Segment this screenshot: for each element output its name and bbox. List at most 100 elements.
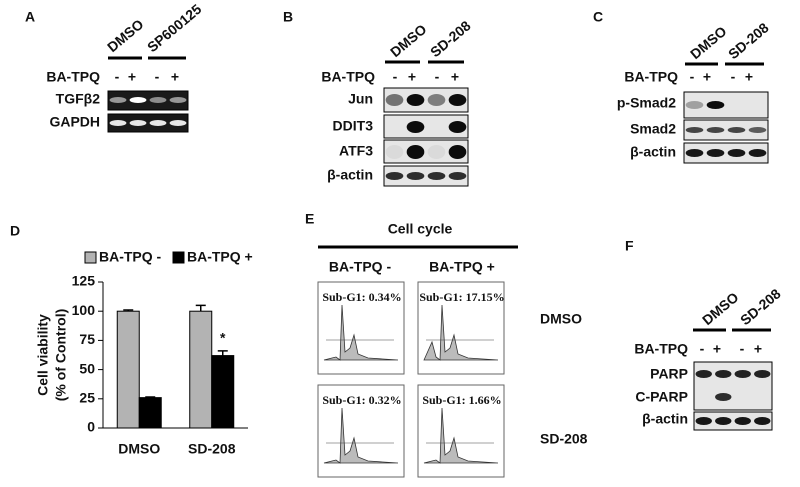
band bbox=[448, 121, 467, 133]
column-header: SD-208 bbox=[427, 17, 474, 60]
band bbox=[754, 417, 771, 425]
band bbox=[727, 149, 746, 157]
panel-label: B bbox=[283, 9, 293, 25]
band bbox=[695, 417, 712, 425]
row-label: GAPDH bbox=[49, 114, 100, 130]
band bbox=[406, 121, 425, 133]
treatment-sign: - bbox=[393, 69, 398, 85]
band bbox=[685, 149, 704, 157]
column-header: BA-TPQ - bbox=[329, 259, 392, 275]
y-axis-label: (% of Control) bbox=[53, 309, 69, 402]
band bbox=[385, 172, 404, 180]
band bbox=[427, 145, 446, 159]
sub-g1-label: Sub-G1: 0.34% bbox=[322, 290, 401, 304]
band bbox=[448, 94, 467, 106]
band bbox=[149, 97, 167, 103]
band bbox=[448, 145, 467, 159]
row-label: Smad2 bbox=[630, 121, 676, 137]
band bbox=[406, 145, 425, 159]
y-tick-label: 0 bbox=[87, 419, 95, 435]
y-tick-label: 25 bbox=[79, 390, 95, 406]
column-header: BA-TPQ + bbox=[429, 259, 495, 275]
histogram bbox=[423, 407, 499, 464]
treatment-label: BA-TPQ bbox=[624, 69, 678, 85]
row-label: SD-208 bbox=[540, 431, 588, 447]
band bbox=[129, 120, 147, 126]
histogram bbox=[423, 304, 499, 361]
bar bbox=[211, 355, 235, 429]
band bbox=[448, 172, 467, 180]
band bbox=[754, 370, 771, 378]
panel-label: F bbox=[625, 238, 634, 254]
legend-label: BA-TPQ - bbox=[99, 249, 162, 265]
band bbox=[406, 172, 425, 180]
treatment-sign: + bbox=[754, 341, 762, 357]
treatment-sign: + bbox=[713, 341, 721, 357]
band bbox=[685, 101, 704, 109]
y-axis-label: Cell viability bbox=[35, 314, 51, 396]
row-label: β-actin bbox=[630, 144, 676, 160]
row-label: DMSO bbox=[540, 311, 582, 327]
blot bbox=[683, 91, 769, 119]
treatment-sign: - bbox=[731, 69, 736, 85]
y-tick-label: 100 bbox=[72, 302, 96, 318]
band bbox=[715, 393, 732, 401]
band bbox=[427, 94, 446, 106]
band bbox=[748, 127, 767, 133]
band bbox=[427, 172, 446, 180]
band bbox=[695, 370, 712, 378]
blot bbox=[683, 119, 769, 141]
panel-label: A bbox=[25, 9, 35, 25]
error-bar bbox=[145, 396, 156, 398]
blot bbox=[693, 411, 773, 431]
histogram bbox=[323, 304, 399, 361]
y-tick-label: 125 bbox=[72, 273, 96, 289]
band bbox=[706, 101, 725, 109]
row-label: PARP bbox=[650, 366, 688, 382]
bar bbox=[189, 310, 213, 429]
row-label: ATF3 bbox=[339, 143, 373, 159]
treatment-sign: - bbox=[115, 69, 120, 85]
error-bar bbox=[195, 304, 206, 312]
sub-g1-label: Sub-G1: 1.66% bbox=[422, 393, 501, 407]
row-label: β-actin bbox=[327, 167, 373, 183]
band bbox=[748, 149, 767, 157]
legend-swatch bbox=[172, 251, 185, 264]
band bbox=[385, 145, 404, 159]
panel-label: C bbox=[593, 9, 603, 25]
y-tick-label: 50 bbox=[79, 360, 95, 376]
legend-label: BA-TPQ + bbox=[187, 249, 253, 265]
panel-title: Cell cycle bbox=[388, 221, 453, 237]
band bbox=[129, 97, 147, 103]
treatment-label: BA-TPQ bbox=[46, 69, 100, 85]
y-tick-label: 75 bbox=[79, 331, 95, 347]
band bbox=[169, 97, 187, 103]
column-header: DMSO bbox=[387, 21, 430, 60]
sub-g1-label: Sub-G1: 17.15% bbox=[419, 290, 504, 304]
treatment-label: BA-TPQ bbox=[634, 341, 688, 357]
histogram bbox=[323, 407, 399, 464]
treatment-sign: + bbox=[703, 69, 711, 85]
blot bbox=[683, 142, 769, 164]
annotation: * bbox=[220, 330, 226, 346]
blot bbox=[383, 165, 469, 187]
row-label: C-PARP bbox=[635, 389, 688, 405]
row-label: DDIT3 bbox=[333, 118, 374, 134]
treatment-sign: + bbox=[408, 69, 416, 85]
blot bbox=[107, 113, 189, 133]
error-bar bbox=[217, 350, 228, 356]
treatment-sign: + bbox=[745, 69, 753, 85]
row-label: Jun bbox=[348, 91, 373, 107]
column-header: DMSO bbox=[699, 289, 742, 328]
row-label: β-actin bbox=[642, 411, 688, 427]
blot bbox=[107, 90, 189, 111]
blot bbox=[383, 139, 469, 164]
band bbox=[169, 120, 187, 126]
band bbox=[149, 120, 167, 126]
column-header: SD-208 bbox=[737, 285, 784, 328]
row-label: TGFβ2 bbox=[56, 91, 101, 107]
x-tick-label: DMSO bbox=[118, 441, 160, 457]
band bbox=[715, 417, 732, 425]
legend-swatch bbox=[84, 251, 97, 264]
